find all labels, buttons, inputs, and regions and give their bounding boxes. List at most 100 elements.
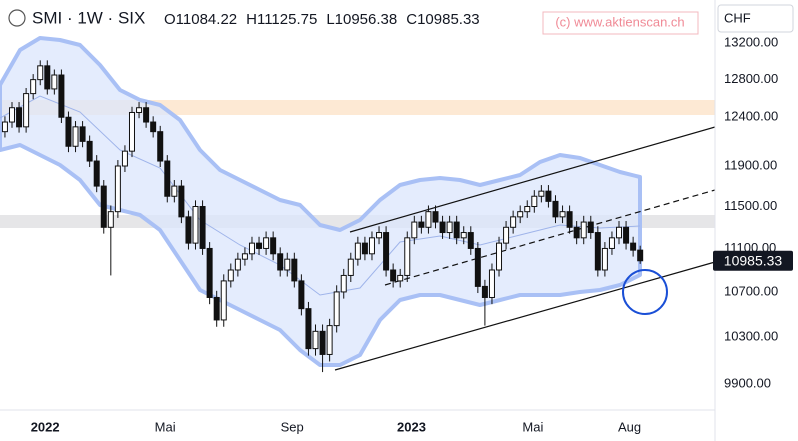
x-tick-label: Aug <box>618 419 641 434</box>
candle-body <box>8 107 15 123</box>
candle-body <box>79 126 86 142</box>
candle-body <box>580 221 587 239</box>
resistance-zone <box>0 100 715 115</box>
candle-body <box>291 258 298 282</box>
ohlc-value: 10985.33 <box>417 11 480 28</box>
candle-body <box>623 226 630 244</box>
candle-body <box>376 232 383 239</box>
last-price-label: 10985.33 <box>724 252 783 268</box>
candle-body <box>185 216 192 244</box>
candle-body <box>312 330 319 350</box>
candle-body <box>121 150 128 167</box>
candle-body <box>411 221 418 239</box>
candle-body <box>354 242 361 260</box>
candle-body <box>418 221 425 228</box>
candle-body <box>481 285 488 298</box>
candle-body <box>16 107 23 128</box>
candle-body <box>305 308 312 350</box>
bollinger-band <box>0 36 642 367</box>
currency[interactable]: CHF <box>724 10 751 25</box>
x-tick-label: 2023 <box>397 419 426 434</box>
candle-body <box>630 242 637 251</box>
candle-body <box>340 274 347 293</box>
ohlc-value: 11125.75 <box>257 11 317 28</box>
candle-body <box>446 221 453 234</box>
candle-body <box>206 247 213 298</box>
y-tick-label: 12400.00 <box>724 109 778 124</box>
candle-body <box>241 253 248 260</box>
candle-body <box>1 121 8 133</box>
candle-body <box>128 111 135 152</box>
candle-body <box>51 74 58 90</box>
candle-body <box>136 107 143 113</box>
last-price-box <box>713 250 793 271</box>
candle-body <box>30 79 37 95</box>
candle-body <box>86 140 93 162</box>
candle-body <box>319 330 326 355</box>
bollinger-mid <box>0 95 641 296</box>
x-tick-label: Sep <box>281 419 304 434</box>
candle-body <box>114 165 121 213</box>
candle-body <box>213 296 220 321</box>
watermark: (c) www.aktienscan.ch <box>555 14 684 29</box>
candle-body <box>425 211 432 228</box>
currency-button[interactable] <box>717 4 794 33</box>
ohlc-letter: H <box>246 11 257 28</box>
candle-body <box>23 93 30 128</box>
candle-body <box>58 74 65 118</box>
candle-body <box>220 280 227 321</box>
candle-body <box>637 249 644 262</box>
candle-body <box>474 247 481 287</box>
candle-body <box>608 237 615 249</box>
channel-upper <box>349 126 716 233</box>
candle-body <box>44 65 51 90</box>
ohlc-value: 10956.38 <box>335 11 398 28</box>
candle-body <box>178 185 185 218</box>
candle-body <box>227 269 234 282</box>
candle-body <box>199 206 206 249</box>
ohlc-letter: L <box>326 11 334 28</box>
y-tick-label: 10700.00 <box>724 283 778 298</box>
x-tick-label: Mai <box>155 419 176 434</box>
x-tick-label: Mai <box>522 419 543 434</box>
candle-body <box>65 116 72 147</box>
candle-body <box>171 185 178 197</box>
candle-body <box>488 269 495 298</box>
highlight-circle <box>622 269 668 315</box>
candle-body <box>404 237 411 276</box>
candle-body <box>347 258 354 276</box>
candle-body <box>157 131 164 162</box>
candle-body <box>277 253 284 271</box>
candle-body <box>256 242 263 249</box>
candles <box>1 60 644 373</box>
candle-body <box>467 232 474 249</box>
y-tick-label: 12800.00 <box>724 71 778 86</box>
symbol-icon <box>8 9 26 27</box>
candle-body <box>432 211 439 223</box>
candle-body <box>503 226 510 244</box>
y-tick-label: 13200.00 <box>724 35 778 50</box>
candle-body <box>326 325 333 355</box>
candle-body <box>333 291 340 327</box>
candle-body <box>559 211 566 218</box>
candle-body <box>361 242 368 255</box>
ohlc-letter: C <box>406 11 417 28</box>
ohlc-legend: O11084.22 H11125.75 L10956.38 C10985.33 <box>164 11 480 28</box>
candle-body <box>284 258 291 271</box>
candle-body <box>37 65 44 81</box>
candle-body <box>100 185 107 228</box>
y-tick-label: 11900.00 <box>724 157 777 172</box>
watermark-box <box>542 11 699 35</box>
channel-lower <box>334 261 716 371</box>
ohlc-value: 11084.22 <box>176 11 237 28</box>
candle-body <box>531 195 538 208</box>
candle-body <box>510 216 517 228</box>
candle-body <box>439 221 446 234</box>
candle-body <box>601 247 608 271</box>
candle-body <box>150 121 157 133</box>
candle-body <box>263 237 270 249</box>
candle-body <box>298 280 305 310</box>
candle-body <box>248 242 255 255</box>
candle-body <box>587 221 594 234</box>
